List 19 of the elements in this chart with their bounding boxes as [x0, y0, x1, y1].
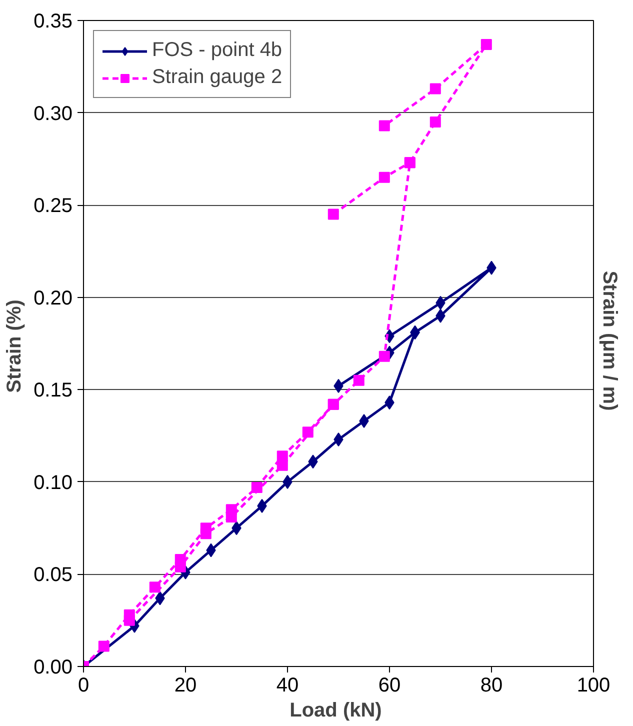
x-tick-label: 60 [378, 674, 401, 696]
y2-axis-title: Strain (μm / m) [598, 270, 620, 411]
y-tick-label: 0.20 [34, 287, 73, 310]
y-tick-label: 0.15 [34, 380, 73, 402]
x-tick-label: 40 [276, 674, 299, 696]
y-tick-label: 0.10 [34, 472, 73, 494]
x-tick-label: 80 [480, 674, 503, 696]
y-tick-label: 0.05 [34, 564, 73, 586]
x-axis-title: Load (kN) [290, 700, 382, 722]
y-axis-title: Strain (%) [4, 300, 26, 393]
y-tick-label: 0.00 [34, 656, 73, 678]
y-tick-label: 0.30 [34, 102, 73, 125]
y-tick-label: 0.25 [34, 195, 73, 218]
y-tick-label: 0.35 [34, 10, 73, 32]
x-tick-label: 20 [174, 674, 197, 696]
legend-label: Strain gauge 2 [152, 66, 282, 89]
x-tick-label: 100 [576, 674, 610, 696]
legend-label: FOS - point 4b [152, 39, 282, 62]
x-tick-label: 0 [78, 674, 90, 696]
